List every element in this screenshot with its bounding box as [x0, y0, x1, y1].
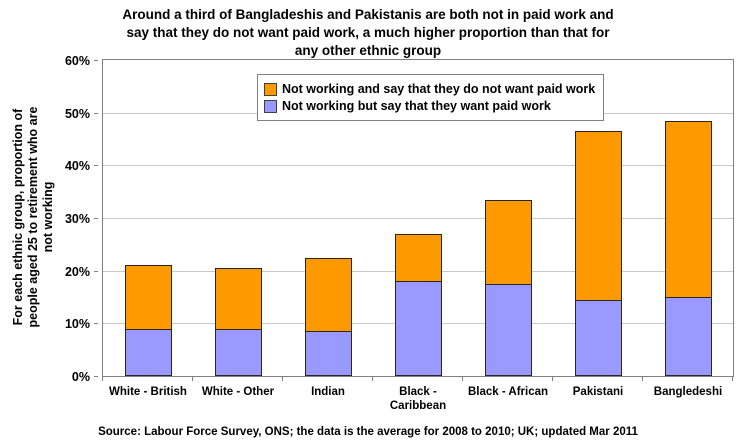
y-tick-mark: [94, 218, 98, 219]
x-category-label: Pakistani: [572, 386, 624, 398]
x-category-label: Indian: [311, 386, 345, 398]
x-category-label: Bangledeshi: [653, 386, 723, 398]
gridline-30: [103, 218, 733, 219]
y-tick-mark: [94, 270, 98, 272]
bar-segment: [214, 328, 262, 376]
y-tick-mark: [94, 112, 98, 114]
legend: Not working and say that they do not wan…: [257, 74, 605, 121]
bar-segment: [664, 120, 712, 298]
x-category-label: White - Other: [201, 386, 275, 398]
y-axis: 0% 10% 20% 30% 40% 50% 60%: [0, 54, 98, 384]
x-category-label: White - British: [109, 386, 187, 398]
legend-label: Not working and say that they do not wan…: [282, 82, 596, 96]
legend-swatch-icon: [264, 99, 277, 113]
x-tick-mark: [372, 377, 373, 381]
bar-segment: [304, 257, 352, 333]
y-tick-label: 40%: [64, 159, 90, 174]
y-tick-mark: [94, 60, 98, 61]
legend-item: Not working but say that they want paid …: [264, 99, 595, 113]
bar-segment: [124, 265, 172, 330]
bar-segment: [574, 299, 622, 376]
bar-segment: [484, 283, 532, 376]
plot-area: Not working and say that they do not wan…: [102, 59, 734, 377]
bar-segment: [124, 328, 172, 376]
y-tick-label: 10%: [64, 317, 90, 332]
bar-segment: [304, 331, 352, 376]
chart-title: Around a third of Bangladeshis and Pakis…: [122, 7, 614, 58]
bar-segment: [574, 131, 622, 301]
x-tick-mark: [102, 377, 103, 381]
legend-item: Not working and say that they do not wan…: [264, 82, 595, 96]
x-tick-mark: [282, 377, 283, 381]
y-tick-mark: [94, 376, 98, 377]
bar-segment: [214, 268, 262, 330]
y-tick-mark: [94, 323, 98, 325]
bar-segment: [394, 281, 442, 376]
y-tick-mark: [94, 165, 98, 167]
y-tick-label: 20%: [64, 264, 90, 279]
bar-segment: [664, 297, 712, 376]
x-tick-mark: [192, 377, 193, 381]
y-tick-label: 0%: [71, 370, 90, 384]
legend-label: Not working but say that they want paid …: [282, 99, 551, 113]
x-category-label: Black - African: [467, 386, 549, 398]
gridline-40: [103, 165, 733, 167]
x-tick-mark: [462, 377, 463, 381]
y-tick-label: 30%: [64, 212, 90, 226]
x-tick-mark: [552, 377, 553, 381]
source-note: Source: Labour Force Survey, ONS; the da…: [98, 426, 638, 438]
x-tick-mark: [642, 377, 643, 381]
bar-segment: [484, 199, 532, 285]
bar-segment: [394, 233, 442, 283]
y-tick-label: 60%: [64, 54, 90, 68]
x-tick-mark: [732, 377, 733, 381]
y-tick-label: 50%: [64, 106, 90, 121]
x-category-label: Black - Caribbean: [389, 386, 447, 412]
legend-swatch-icon: [264, 82, 277, 96]
